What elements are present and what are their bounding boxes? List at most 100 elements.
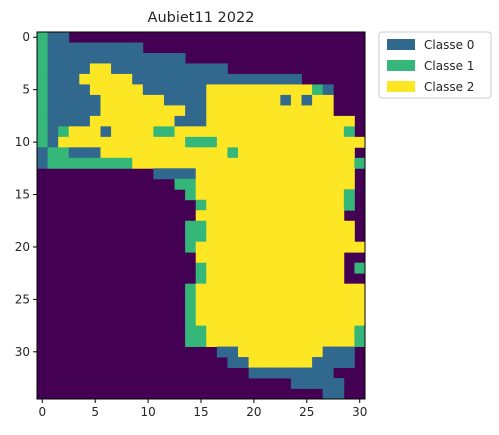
heatmap-cell xyxy=(322,105,334,117)
heatmap-cell xyxy=(216,346,228,358)
heatmap-cell xyxy=(195,283,207,295)
heatmap-cell xyxy=(206,325,218,337)
heatmap-cell xyxy=(259,294,271,306)
heatmap-cell xyxy=(216,315,228,326)
heatmap-cell xyxy=(174,94,186,106)
heatmap-cell xyxy=(227,231,239,243)
heatmap-cell xyxy=(290,199,302,211)
heatmap-cell xyxy=(238,262,250,274)
heatmap-cell xyxy=(322,168,334,180)
heatmap-cell xyxy=(269,346,281,358)
heatmap-cell xyxy=(301,105,313,117)
heatmap-cell xyxy=(216,136,228,148)
heatmap-cell xyxy=(163,94,175,106)
heatmap-cell xyxy=(206,178,218,190)
heatmap-cell xyxy=(290,231,302,243)
heatmap-cell xyxy=(269,73,281,85)
heatmap-cell xyxy=(333,336,345,347)
heatmap-cell xyxy=(312,315,324,326)
heatmap-cell xyxy=(312,262,324,274)
heatmap-cell xyxy=(301,262,313,274)
heatmap-cell xyxy=(68,157,80,169)
heatmap-cell xyxy=(354,262,366,274)
heatmap-cell xyxy=(100,94,112,106)
heatmap-cell xyxy=(206,283,218,295)
heatmap-cell xyxy=(312,325,324,337)
heatmap-cell xyxy=(322,388,334,400)
heatmap-cell xyxy=(89,52,101,64)
heatmap-cell xyxy=(206,73,218,85)
heatmap-cell xyxy=(37,147,48,159)
heatmap-cell xyxy=(195,136,207,148)
heatmap-cell xyxy=(89,115,101,127)
heatmap-cell xyxy=(68,126,80,138)
heatmap-cell xyxy=(206,126,218,138)
heatmap-cell xyxy=(259,136,271,148)
heatmap-cell xyxy=(227,136,239,148)
heatmap-cell xyxy=(37,94,48,106)
heatmap-cell xyxy=(121,136,133,148)
heatmap-cell xyxy=(185,126,197,138)
heatmap-cell xyxy=(111,105,123,117)
heatmap-cell xyxy=(163,63,175,75)
heatmap-cell xyxy=(58,73,70,85)
heatmap-cell xyxy=(111,94,123,106)
heatmap-cell xyxy=(195,336,207,347)
heatmap-cell xyxy=(280,178,292,190)
heatmap-cell xyxy=(259,178,271,190)
heatmap-cell xyxy=(322,378,334,389)
heatmap-cell xyxy=(301,147,313,159)
heatmap-cell xyxy=(100,73,112,85)
heatmap-cell xyxy=(163,73,175,85)
heatmap-cell xyxy=(227,73,239,85)
heatmap-cell xyxy=(259,168,271,180)
heatmap-cell xyxy=(280,231,292,243)
heatmap-cell xyxy=(206,315,218,326)
heatmap-cell xyxy=(132,147,144,159)
heatmap-cell xyxy=(89,42,101,54)
heatmap-cell xyxy=(280,126,292,138)
heatmap-cell xyxy=(206,63,218,75)
heatmap-cell xyxy=(37,115,48,127)
heatmap-cell xyxy=(68,94,80,106)
heatmap-cell xyxy=(195,325,207,337)
heatmap-cell xyxy=(206,136,218,148)
heatmap-cell xyxy=(280,357,292,368)
heatmap-cell xyxy=(248,304,260,316)
heatmap-cell xyxy=(322,294,334,306)
heatmap-cell xyxy=(333,273,345,285)
heatmap-cell xyxy=(248,241,260,253)
heatmap-cell xyxy=(333,262,345,274)
heatmap-cell xyxy=(301,325,313,337)
heatmap-cell xyxy=(195,63,207,75)
heatmap-cell xyxy=(248,357,260,368)
heatmap-cell xyxy=(238,157,250,169)
heatmap-cell xyxy=(238,346,250,358)
heatmap-cell xyxy=(322,126,334,138)
heatmap-cell xyxy=(290,168,302,180)
heatmap-cell xyxy=(269,178,281,190)
heatmap-cell xyxy=(206,252,218,264)
heatmap-cell xyxy=(259,157,271,169)
heatmap-cell xyxy=(312,199,324,211)
y-tick-label: 30 xyxy=(15,345,30,359)
heatmap-cell xyxy=(333,189,345,201)
heatmap-cell xyxy=(47,32,59,43)
heatmap-cell xyxy=(343,220,355,232)
heatmap-cell xyxy=(248,94,260,106)
heatmap-cell xyxy=(238,241,250,253)
heatmap-cell xyxy=(238,105,250,117)
heatmap-cell xyxy=(238,325,250,337)
heatmap-cell xyxy=(79,73,91,85)
heatmap-cell xyxy=(37,73,48,85)
heatmap-cell xyxy=(206,231,218,243)
heatmap-cell xyxy=(343,357,355,368)
heatmap-cell xyxy=(269,157,281,169)
heatmap-cell xyxy=(238,73,250,85)
heatmap-cell xyxy=(174,136,186,148)
heatmap-cell xyxy=(185,241,197,253)
heatmap-cell xyxy=(238,178,250,190)
heatmap-cell xyxy=(174,126,186,138)
heatmap-cell xyxy=(259,199,271,211)
